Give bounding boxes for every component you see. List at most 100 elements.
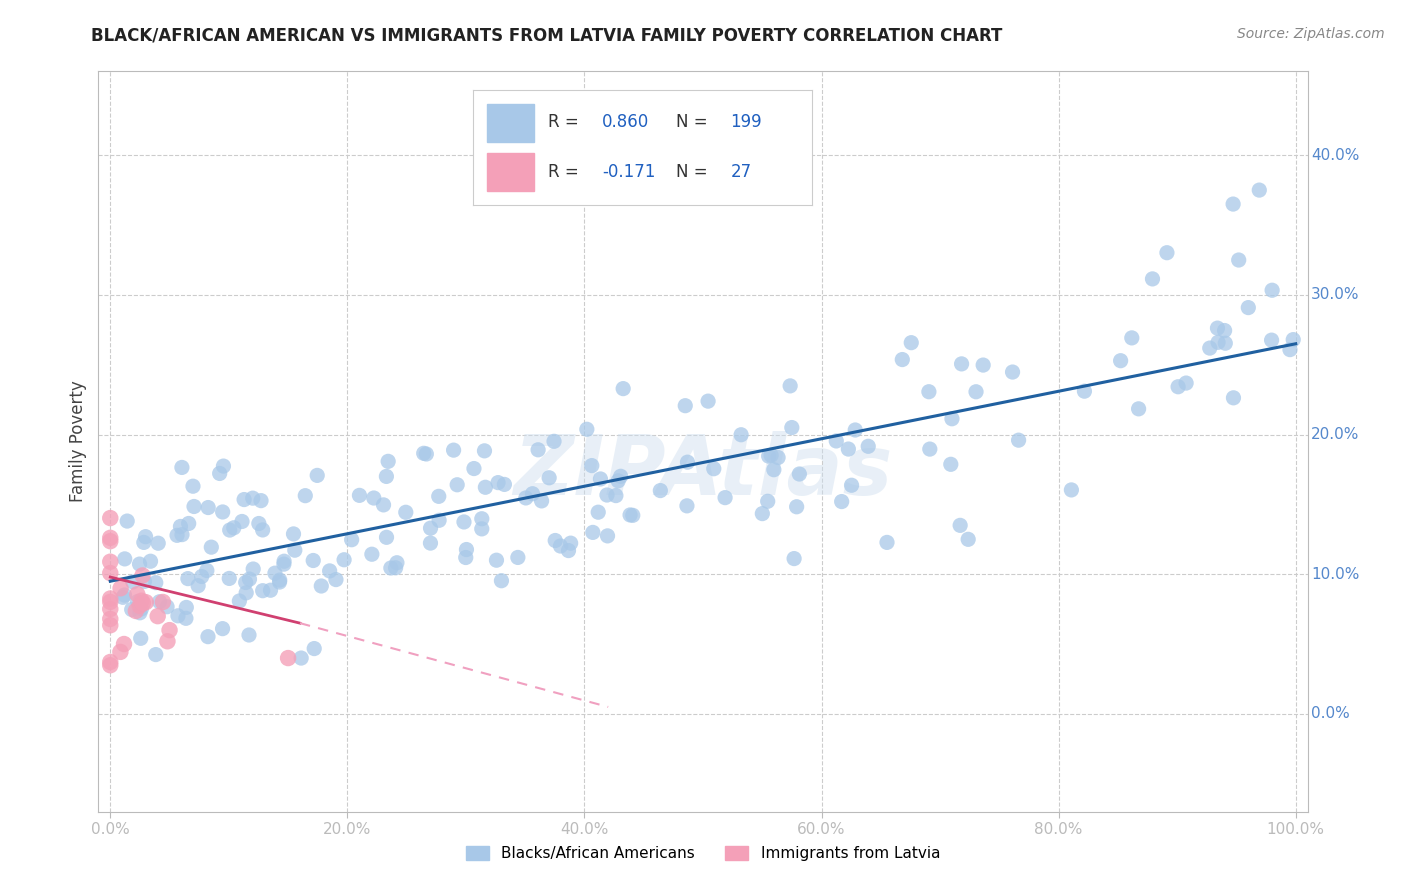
Point <box>377 454 399 468</box>
Point <box>446 477 468 491</box>
Point <box>283 527 305 541</box>
Point <box>110 582 132 596</box>
Point <box>515 491 537 505</box>
Point <box>98 534 121 549</box>
Point <box>148 536 170 550</box>
Point <box>918 442 941 456</box>
Point <box>1237 301 1260 315</box>
Point <box>427 513 450 527</box>
Point <box>114 552 136 566</box>
Point <box>284 543 307 558</box>
Point <box>252 583 274 598</box>
Point <box>443 443 465 458</box>
Point <box>128 557 150 571</box>
Point <box>474 480 496 494</box>
Point <box>385 556 408 570</box>
Point <box>307 468 329 483</box>
Point <box>456 542 478 557</box>
Point <box>218 523 240 537</box>
Point <box>900 335 922 350</box>
Point <box>177 516 200 531</box>
Point <box>831 494 853 508</box>
Point <box>200 540 222 554</box>
Point <box>609 469 631 483</box>
Point <box>766 450 789 465</box>
Point <box>269 575 291 590</box>
Point <box>360 547 382 561</box>
Point <box>1278 343 1301 357</box>
Point <box>98 511 121 525</box>
Point <box>132 596 155 610</box>
Point <box>780 420 803 434</box>
Point <box>544 533 567 548</box>
Point <box>522 487 544 501</box>
Point <box>238 572 260 586</box>
Point <box>129 606 152 620</box>
Point <box>148 595 170 609</box>
Point <box>294 489 316 503</box>
Point <box>972 358 994 372</box>
Point <box>560 536 582 550</box>
Point <box>1206 321 1229 335</box>
Text: BLACK/AFRICAN AMERICAN VS IMMIGRANTS FROM LATVIA FAMILY POVERTY CORRELATION CHAR: BLACK/AFRICAN AMERICAN VS IMMIGRANTS FRO… <box>91 27 1002 45</box>
Point <box>762 463 785 477</box>
Point <box>676 499 699 513</box>
Point <box>375 530 398 544</box>
Point <box>1213 336 1236 351</box>
Point <box>756 494 779 508</box>
Point <box>949 518 972 533</box>
Point <box>841 478 863 492</box>
Point <box>538 471 561 485</box>
Point <box>1007 433 1029 447</box>
Point <box>363 491 385 505</box>
Point <box>170 527 193 541</box>
Point <box>98 658 121 673</box>
Point <box>454 550 477 565</box>
Point <box>273 554 295 568</box>
Point <box>174 611 197 625</box>
Point <box>145 648 167 662</box>
Point <box>98 591 121 606</box>
Point <box>340 533 363 547</box>
Point <box>110 645 132 659</box>
Point <box>957 533 980 547</box>
Point <box>474 443 496 458</box>
Point <box>380 561 402 575</box>
Point <box>98 555 121 569</box>
Point <box>311 579 333 593</box>
Point <box>605 489 627 503</box>
Point <box>844 423 866 437</box>
Point <box>543 434 565 449</box>
Point <box>98 618 121 632</box>
Point <box>825 434 848 448</box>
Point <box>1109 353 1132 368</box>
Point <box>463 461 485 475</box>
Text: 40.0%: 40.0% <box>1312 148 1360 162</box>
Point <box>758 449 780 463</box>
Point <box>177 572 200 586</box>
Point <box>290 651 312 665</box>
Point <box>1260 333 1282 347</box>
Text: 30.0%: 30.0% <box>1312 287 1360 302</box>
Point <box>557 543 579 558</box>
Point <box>127 587 149 601</box>
Point <box>112 637 135 651</box>
Point <box>471 512 494 526</box>
Point <box>714 491 737 505</box>
Point <box>131 593 153 607</box>
Point <box>98 595 121 609</box>
Point <box>211 622 233 636</box>
Point <box>619 508 641 522</box>
Point <box>166 528 188 542</box>
Point <box>1261 283 1284 297</box>
Point <box>121 602 143 616</box>
Point <box>115 514 138 528</box>
Point <box>238 628 260 642</box>
Point <box>586 505 609 519</box>
Point <box>412 446 434 460</box>
Point <box>1156 245 1178 260</box>
Point <box>98 612 121 626</box>
Point <box>252 523 274 537</box>
Text: Source: ZipAtlas.com: Source: ZipAtlas.com <box>1237 27 1385 41</box>
Point <box>395 505 418 519</box>
